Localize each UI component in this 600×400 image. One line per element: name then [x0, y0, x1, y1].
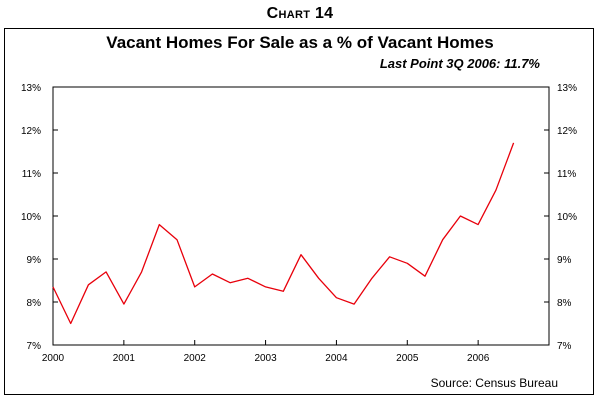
- series-line: [52, 142, 515, 325]
- x-tick-label: 2006: [467, 353, 490, 364]
- plot-area: [52, 86, 550, 346]
- chart-frame: [4, 28, 594, 395]
- y-tick-label-right: 8%: [557, 298, 572, 309]
- x-tick-label: 2002: [184, 353, 207, 364]
- x-tick-label: 2004: [325, 353, 348, 364]
- y-tick-label-left: 9%: [27, 255, 42, 266]
- chart-number: Chart 14: [266, 5, 334, 22]
- y-tick-label-right: 7%: [557, 341, 572, 352]
- x-tick-label: 2003: [254, 353, 277, 364]
- y-tick-label-right: 11%: [557, 169, 576, 180]
- y-tick-label-right: 9%: [557, 255, 572, 266]
- y-axis-left: 7% 8% 9% 10% 11% 12% 13%: [21, 83, 58, 352]
- series-layer: [52, 142, 515, 325]
- x-tick-label: 2000: [42, 353, 65, 364]
- x-axis: 2000 2001 2002 2003 2004 2005 2006: [42, 340, 490, 364]
- source-note: Source: Census Bureau: [430, 376, 558, 390]
- y-tick-label-right: 10%: [557, 212, 577, 223]
- chart-title: Vacant Homes For Sale as a % of Vacant H…: [106, 33, 494, 52]
- y-tick-label-left: 10%: [21, 212, 41, 223]
- y-tick-label-right: 12%: [557, 126, 577, 137]
- y-tick-label-left: 7%: [27, 341, 42, 352]
- y-tick-label-left: 11%: [22, 169, 41, 180]
- chart-subtitle: Last Point 3Q 2006: 11.7%: [379, 56, 540, 71]
- y-tick-label-left: 12%: [21, 126, 41, 137]
- x-tick-label: 2001: [113, 353, 136, 364]
- y-tick-label-left: 8%: [27, 298, 42, 309]
- y-axis-right: 7% 8% 9% 10% 11% 12% 13%: [544, 83, 577, 352]
- x-tick-label: 2005: [396, 353, 419, 364]
- y-tick-label-right: 13%: [557, 83, 577, 94]
- y-tick-label-left: 13%: [21, 83, 41, 94]
